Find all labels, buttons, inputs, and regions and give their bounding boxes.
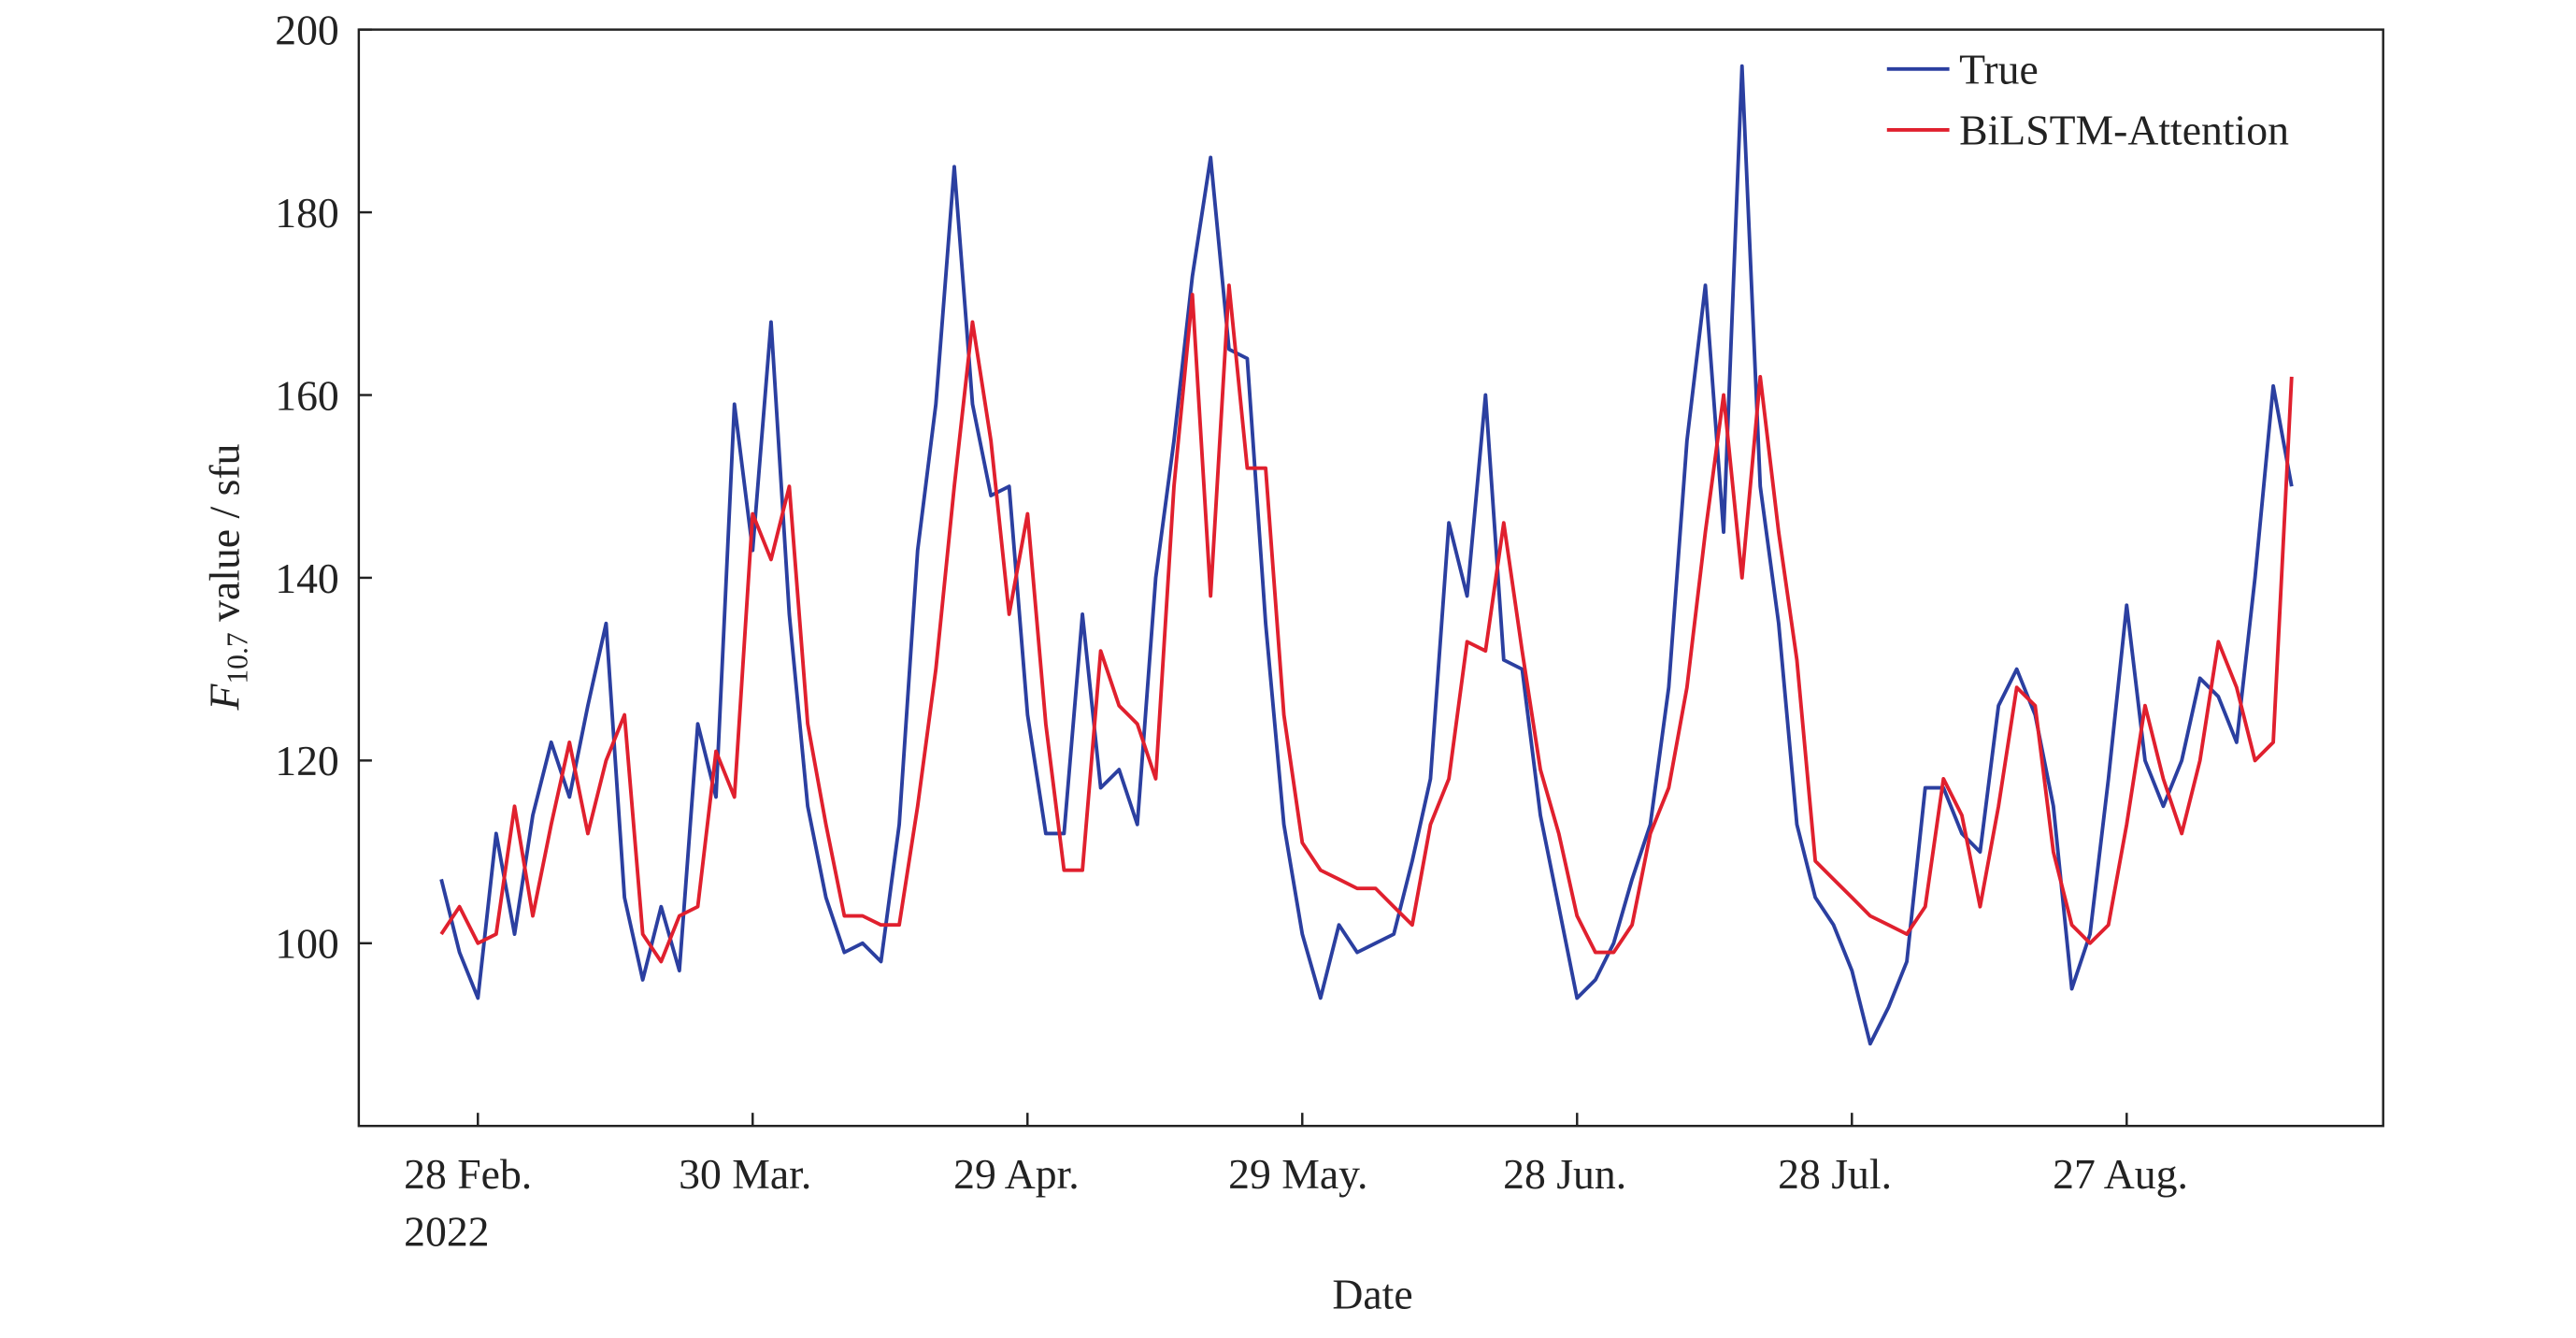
x-axis-label: Date bbox=[1332, 1270, 1412, 1317]
y-tick-label: 100 bbox=[275, 920, 339, 968]
x-tick-label: 29 May. bbox=[1228, 1150, 1367, 1198]
y-label-subscript: 10.7 bbox=[221, 632, 253, 683]
tick-label-line: 2022 bbox=[404, 1208, 489, 1256]
legend-label: True bbox=[1959, 46, 2039, 94]
x-tick-label: 28 Jul. bbox=[1778, 1150, 1892, 1198]
x-tick-label: 29 Apr. bbox=[953, 1150, 1080, 1198]
y-tick-label: 140 bbox=[275, 554, 339, 602]
y-tick-label: 120 bbox=[275, 737, 339, 784]
series-line bbox=[439, 64, 2294, 1046]
legend-label: BiLSTM-Attention bbox=[1959, 107, 2289, 154]
x-tick-label: 27 Aug. bbox=[2053, 1150, 2188, 1198]
y-label-text: value / sfu bbox=[201, 443, 249, 632]
x-tick-label: 28 Feb. 2022 bbox=[404, 1150, 532, 1256]
y-axis-label: F10.7 value / sfu bbox=[201, 443, 254, 711]
y-tick-label: 180 bbox=[275, 189, 339, 237]
x-tick-label: 28 Jun. bbox=[1503, 1150, 1626, 1198]
y-tick-label: 200 bbox=[275, 6, 339, 53]
y-tick-label: 160 bbox=[275, 371, 339, 419]
series-line bbox=[439, 283, 2294, 964]
tick-label-line: 28 Feb. bbox=[404, 1150, 532, 1198]
y-label-symbol: F bbox=[201, 683, 249, 712]
x-tick-label: 30 Mar. bbox=[679, 1150, 811, 1198]
